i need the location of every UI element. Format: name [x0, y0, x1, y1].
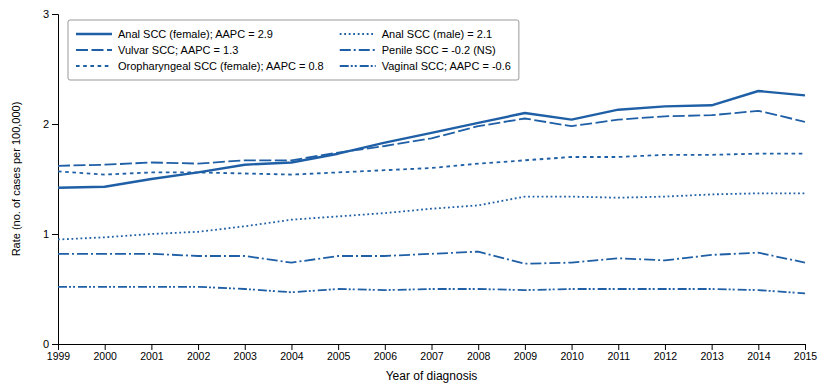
- y-axis-line: [52, 15, 59, 345]
- y-tick: 2: [43, 118, 58, 130]
- x-tick-label: 2010: [560, 350, 584, 362]
- legend: Anal SCC (female); AAPC = 2.9 Vulvar SCC;…: [68, 20, 519, 80]
- legend-swatch: [340, 49, 376, 51]
- x-tick: 1999: [47, 344, 71, 362]
- y-tick: 0: [43, 338, 58, 350]
- legend-item: Vaginal SCC; AAPC = -0.6: [340, 60, 511, 72]
- series-line: [58, 154, 805, 175]
- plot: 1999 2000 2001 2002 2003 2004 2005 2006 2007 2008…: [10, 8, 817, 383]
- lines: [58, 91, 805, 293]
- y-tick-mark: [52, 344, 58, 345]
- y-tick-label: 0: [43, 338, 49, 350]
- x-tick-mark: [385, 344, 386, 350]
- x-tick-label: 2004: [280, 350, 304, 362]
- x-tick-mark: [525, 344, 526, 350]
- legend-label: Anal SCC (female); AAPC = 2.9: [118, 28, 273, 40]
- x-tick-mark: [198, 344, 199, 350]
- x-tick-label: 2011: [607, 350, 630, 362]
- legend-swatch: [76, 65, 112, 67]
- legend-item: Anal SCC (male) = 2.1: [340, 28, 492, 40]
- x-tick: 2008: [467, 344, 491, 362]
- series-line: [58, 193, 805, 239]
- x-tick-mark: [665, 344, 666, 350]
- y-tick: 1: [43, 228, 58, 240]
- x-tick: 2004: [280, 344, 304, 362]
- x-tick-label: 2007: [420, 350, 444, 362]
- y-tick-mark: [52, 234, 58, 235]
- legend-item: Vulvar SCC; AAPC = 1.3: [76, 44, 238, 56]
- x-tick: 2012: [654, 344, 678, 362]
- x-tick-label: 2014: [747, 350, 771, 362]
- x-tick-label: 2000: [94, 350, 118, 362]
- x-tick-mark: [291, 344, 292, 350]
- series-line: [58, 287, 805, 294]
- x-tick: 2005: [327, 344, 351, 362]
- x-tick-label: 1999: [47, 350, 71, 362]
- x-tick: 2002: [187, 344, 211, 362]
- x-tick-label: 2005: [327, 350, 351, 362]
- x-tick-mark: [338, 344, 339, 350]
- y-tick-label: 2: [43, 118, 49, 130]
- x-tick: 2014: [747, 344, 771, 362]
- x-tick-mark: [805, 344, 806, 350]
- x-tick: 2000: [94, 344, 118, 362]
- series-line: [58, 111, 805, 166]
- x-tick-label: 2008: [467, 350, 491, 362]
- legend-item: Oropharyngeal SCC (female); AAPC = 0.8: [76, 60, 324, 72]
- x-tick: 2015: [794, 344, 818, 362]
- y-tick-label: 1: [43, 228, 49, 240]
- x-tick-mark: [618, 344, 619, 350]
- x-tick-mark: [478, 344, 479, 350]
- y-tick: 3: [43, 8, 58, 20]
- x-axis: 1999 2000 2001 2002 2003 2004 2005 2006 2007 2008…: [47, 344, 818, 362]
- x-tick: 2006: [374, 344, 398, 362]
- x-tick-label: 2012: [654, 350, 678, 362]
- legend-label: Penile SCC = -0.2 (NS): [382, 44, 496, 56]
- legend-label: Vulvar SCC; AAPC = 1.3: [118, 44, 238, 56]
- x-tick-mark: [151, 344, 152, 350]
- x-tick-label: 2015: [794, 350, 818, 362]
- x-tick: 2013: [700, 344, 724, 362]
- x-tick-mark: [432, 344, 433, 350]
- y-axis: 0 1 2 3: [43, 8, 59, 350]
- x-tick: 2010: [560, 344, 584, 362]
- y-axis-title: Rate (no. of cases per 100,000): [10, 102, 22, 257]
- x-tick-mark: [758, 344, 759, 350]
- legend-swatch: [340, 33, 376, 35]
- x-tick: 2009: [514, 344, 538, 362]
- x-tick-mark: [105, 344, 106, 350]
- x-axis-title: Year of diagnosis: [386, 369, 478, 383]
- x-tick-label: 2006: [374, 350, 398, 362]
- x-tick-label: 2001: [140, 350, 164, 362]
- x-tick-label: 2002: [187, 350, 211, 362]
- legend-label: Anal SCC (male) = 2.1: [382, 28, 492, 40]
- series-line: [58, 252, 805, 264]
- legend-label: Oropharyngeal SCC (female); AAPC = 0.8: [118, 60, 324, 72]
- x-tick-label: 2003: [234, 350, 258, 362]
- legend-swatch: [340, 65, 376, 67]
- legend-label: Vaginal SCC; AAPC = -0.6: [382, 60, 511, 72]
- x-tick-label: 2013: [700, 350, 724, 362]
- x-tick-mark: [572, 344, 573, 350]
- legend-item: Anal SCC (female); AAPC = 2.9: [76, 28, 273, 40]
- x-tick-mark: [245, 344, 246, 350]
- legend-item: Penile SCC = -0.2 (NS): [340, 44, 496, 56]
- series-line: [58, 91, 805, 188]
- legend-box: [68, 20, 519, 80]
- x-tick-label: 2009: [514, 350, 538, 362]
- x-tick: 2001: [140, 344, 164, 362]
- legend-swatch: [76, 33, 112, 35]
- x-tick-mark: [712, 344, 713, 350]
- chart: 1999 2000 2001 2002 2003 2004 2005 2006 2007 2008…: [0, 0, 827, 390]
- y-tick-label: 3: [43, 8, 49, 20]
- y-tick-mark: [52, 124, 58, 125]
- x-tick: 2003: [234, 344, 258, 362]
- x-tick: 2011: [607, 344, 630, 362]
- x-tick: 2007: [420, 344, 444, 362]
- x-axis-line: [59, 345, 806, 351]
- legend-swatch: [76, 49, 112, 51]
- y-tick-mark: [52, 14, 58, 15]
